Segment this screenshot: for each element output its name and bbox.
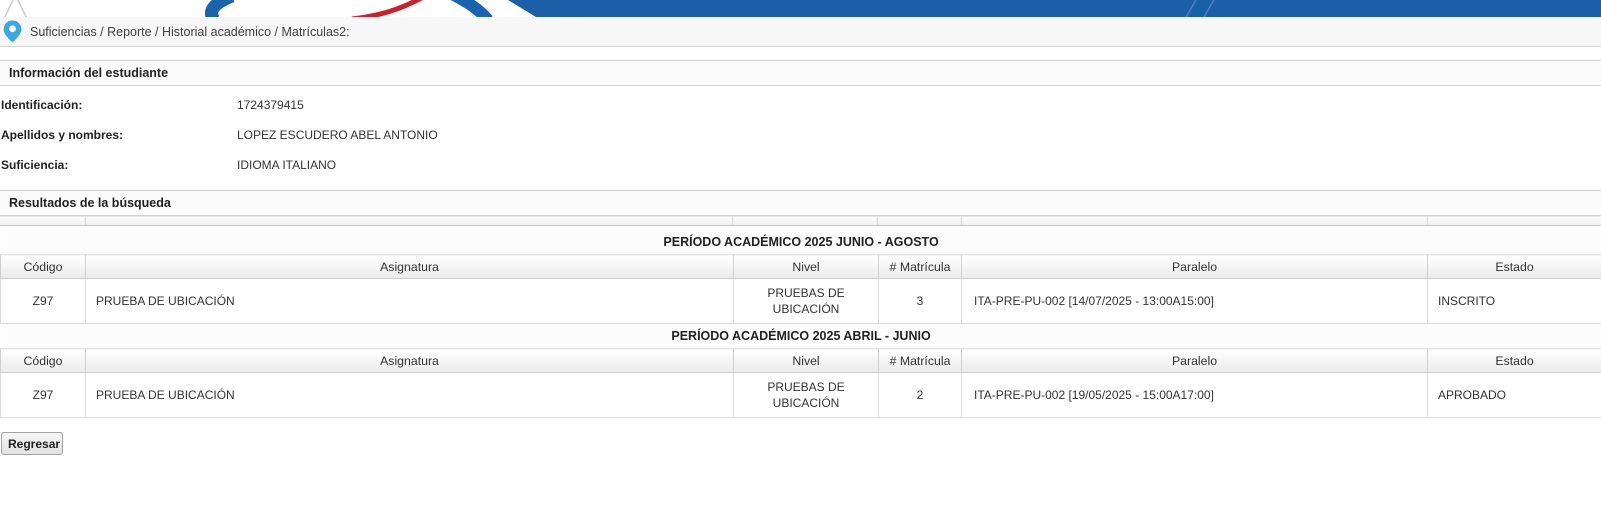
- field-apellidos-nombres: Apellidos y nombres: LOPEZ ESCUDERO ABEL…: [0, 120, 1601, 150]
- cell-estado: APROBADO: [1427, 372, 1601, 418]
- field-value: IDIOMA ITALIANO: [237, 158, 337, 172]
- field-label: Suficiencia:: [1, 158, 69, 172]
- field-label: Identificación:: [1, 98, 83, 112]
- column-header: Código: [0, 348, 86, 373]
- field-suficiencia: Suficiencia: IDIOMA ITALIANO: [0, 150, 1601, 180]
- column-header: # Matrícula: [878, 348, 962, 373]
- student-info-section-title: Información del estudiante: [0, 60, 1601, 86]
- column-header: # Matrícula: [878, 254, 962, 279]
- cell-nivel: PRUEBAS DE UBICACIÓN: [733, 372, 879, 418]
- column-header: Asignatura: [85, 348, 734, 373]
- cell-estado: INSCRITO: [1427, 278, 1601, 324]
- period-title: PERÍODO ACADÉMICO 2025 ABRIL - JUNIO: [0, 323, 1601, 349]
- column-header: Paralelo: [961, 348, 1428, 373]
- regresar-button[interactable]: Regresar: [1, 432, 63, 455]
- column-header: Nivel: [733, 254, 879, 279]
- cell-asignatura: PRUEBA DE UBICACIÓN: [85, 278, 734, 324]
- breadcrumb-bar: Suficiencias / Reporte / Historial acadé…: [0, 17, 1601, 47]
- period-title: PERÍODO ACADÉMICO 2025 JUNIO - AGOSTO: [0, 230, 1601, 255]
- location-pin-icon: [3, 20, 22, 43]
- field-value: LOPEZ ESCUDERO ABEL ANTONIO: [237, 128, 438, 142]
- column-header: Nivel: [733, 348, 879, 373]
- column-header: Estado: [1427, 348, 1601, 373]
- results-grid-empty-header: [0, 216, 1601, 226]
- results-section-title: Resultados de la búsqueda: [0, 190, 1601, 216]
- column-header: Estado: [1427, 254, 1601, 279]
- cell-asignatura: PRUEBA DE UBICACIÓN: [85, 372, 734, 418]
- university-logo-fragment: [0, 0, 1601, 17]
- field-label: Apellidos y nombres:: [1, 128, 124, 142]
- cell-matricula: 3: [878, 278, 962, 324]
- top-banner: [0, 0, 1601, 17]
- results-table: PERÍODO ACADÉMICO 2025 JUNIO - AGOSTO Cód…: [0, 230, 1601, 418]
- cell-nivel: PRUEBAS DE UBICACIÓN: [733, 278, 879, 324]
- field-identificacion: Identificación: 1724379415: [0, 90, 1601, 120]
- cell-codigo: Z97: [0, 372, 86, 418]
- cell-paralelo: ITA-PRE-PU-002 [19/05/2025 - 15:00A17:00…: [961, 372, 1428, 418]
- column-header: Código: [0, 254, 86, 279]
- cell-codigo: Z97: [0, 278, 86, 324]
- cell-matricula: 2: [878, 372, 962, 418]
- breadcrumb: Suficiencias / Reporte / Historial acadé…: [30, 24, 350, 39]
- field-value: 1724379415: [237, 98, 304, 112]
- cell-paralelo: ITA-PRE-PU-002 [14/07/2025 - 13:00A15:00…: [961, 278, 1428, 324]
- column-header: Paralelo: [961, 254, 1428, 279]
- table-row: Z97 PRUEBA DE UBICACIÓN PRUEBAS DE UBICACI…: [0, 278, 1601, 324]
- table-row: Z97 PRUEBA DE UBICACIÓN PRUEBAS DE UBICACI…: [0, 372, 1601, 418]
- column-header: Asignatura: [85, 254, 734, 279]
- student-info-fields: Identificación: 1724379415 Apellidos y n…: [0, 86, 1601, 180]
